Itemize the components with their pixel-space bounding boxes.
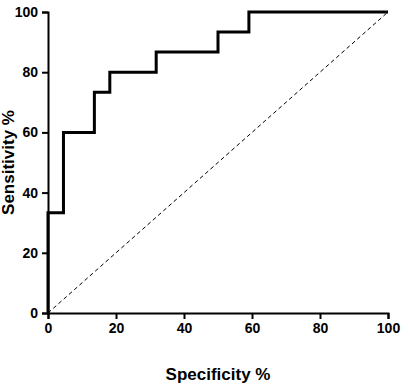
tick-label: 20 — [22, 245, 38, 261]
tick-label: 100 — [15, 4, 39, 20]
tick-label: 80 — [22, 64, 38, 80]
tick: 0 — [45, 313, 53, 336]
lines — [48, 12, 388, 313]
x-axis-title: Specificity % — [166, 365, 271, 384]
tick-label: 40 — [177, 320, 193, 336]
tick: 20 — [22, 245, 48, 261]
tick: 20 — [109, 313, 125, 336]
tick-mark — [184, 313, 186, 319]
tick-mark — [42, 72, 48, 74]
series-line — [48, 12, 388, 313]
tick-mark — [42, 192, 48, 194]
tick-label: 60 — [22, 124, 38, 140]
tick-mark — [42, 313, 48, 315]
tick-mark — [388, 313, 390, 319]
tick-mark — [42, 252, 48, 254]
axis-line — [42, 13, 49, 314]
y-axis: 0 20 40 60 80 100 — [15, 4, 49, 321]
tick-mark — [252, 313, 254, 319]
tick: 60 — [245, 313, 261, 336]
series-line — [48, 12, 388, 313]
tick: 40 — [22, 185, 48, 201]
tick: 100 — [15, 4, 48, 20]
tick: 0 — [30, 305, 48, 321]
tick-mark — [42, 12, 48, 14]
x-axis: 0 20 40 60 80 100 — [45, 313, 401, 336]
tick-label: 0 — [30, 305, 38, 321]
tick: 60 — [22, 124, 48, 140]
y-axis-title: Sensitivity % — [0, 110, 18, 215]
tick-label: 80 — [313, 320, 329, 336]
tick: 40 — [177, 313, 193, 336]
tick-mark — [320, 313, 322, 319]
chart: 0 20 40 60 80 100 0 20 40 60 80 100 Specificity % Sen… — [0, 0, 410, 392]
tick-label: 0 — [45, 320, 53, 336]
axis-line — [49, 314, 389, 320]
tick-label: 60 — [245, 320, 261, 336]
tick: 80 — [313, 313, 329, 336]
tick: 80 — [22, 64, 48, 80]
tick: 100 — [377, 313, 401, 336]
tick-mark — [42, 132, 48, 134]
tick-label: 20 — [109, 320, 125, 336]
tick-label: 100 — [377, 320, 401, 336]
tick-mark — [116, 313, 118, 319]
tick-label: 40 — [22, 185, 38, 201]
plot: 0 20 40 60 80 100 0 20 40 60 80 100 — [15, 4, 401, 336]
